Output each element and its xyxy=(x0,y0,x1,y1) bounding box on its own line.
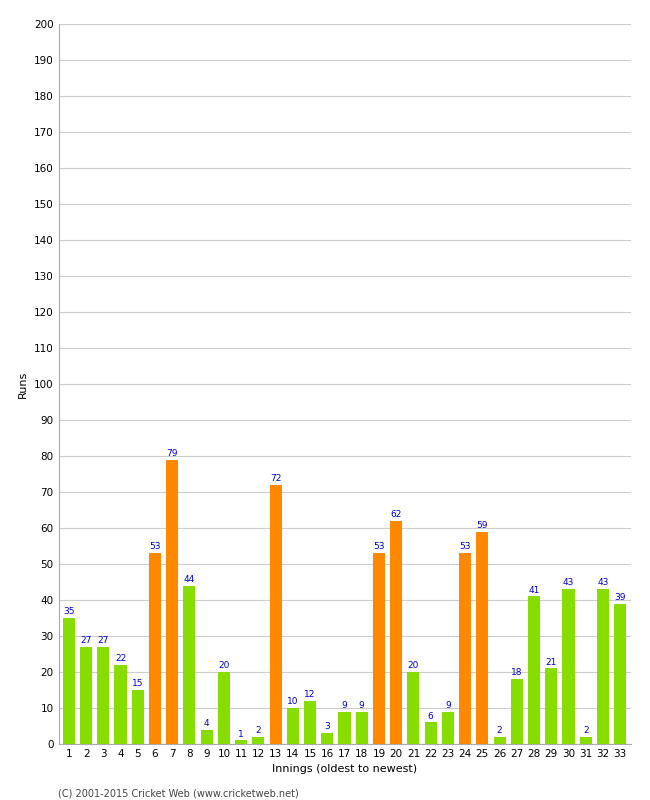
Text: 72: 72 xyxy=(270,474,281,483)
Bar xyxy=(356,712,368,744)
Bar xyxy=(442,712,454,744)
Text: 35: 35 xyxy=(63,607,75,616)
Bar xyxy=(252,737,265,744)
Text: 53: 53 xyxy=(373,542,385,551)
Bar xyxy=(80,646,92,744)
Bar xyxy=(597,589,609,744)
Text: 41: 41 xyxy=(528,586,539,594)
Text: 79: 79 xyxy=(166,449,178,458)
Text: 3: 3 xyxy=(324,722,330,731)
Text: 62: 62 xyxy=(391,510,402,519)
Bar xyxy=(321,733,333,744)
X-axis label: Innings (oldest to newest): Innings (oldest to newest) xyxy=(272,765,417,774)
Text: 20: 20 xyxy=(218,661,229,670)
Text: 12: 12 xyxy=(304,690,316,699)
Text: 27: 27 xyxy=(98,636,109,645)
Bar xyxy=(201,730,213,744)
Bar xyxy=(304,701,316,744)
Bar xyxy=(132,690,144,744)
Bar xyxy=(235,741,247,744)
Text: 27: 27 xyxy=(81,636,92,645)
Text: 44: 44 xyxy=(184,574,195,584)
Bar xyxy=(528,597,540,744)
Text: 9: 9 xyxy=(342,701,347,710)
Bar xyxy=(183,586,196,744)
Text: 43: 43 xyxy=(597,578,608,587)
Text: 4: 4 xyxy=(204,718,209,728)
Text: 15: 15 xyxy=(132,679,144,688)
Bar xyxy=(476,531,488,744)
Text: 59: 59 xyxy=(476,521,488,530)
Bar xyxy=(580,737,592,744)
Bar xyxy=(390,521,402,744)
Bar xyxy=(493,737,506,744)
Bar xyxy=(218,672,230,744)
Bar xyxy=(408,672,419,744)
Bar xyxy=(373,554,385,744)
Text: 9: 9 xyxy=(445,701,450,710)
Text: (C) 2001-2015 Cricket Web (www.cricketweb.net): (C) 2001-2015 Cricket Web (www.cricketwe… xyxy=(58,788,299,798)
Bar xyxy=(545,668,557,744)
Text: 53: 53 xyxy=(150,542,161,551)
Bar xyxy=(424,722,437,744)
Text: 9: 9 xyxy=(359,701,365,710)
Bar xyxy=(562,589,575,744)
Text: 2: 2 xyxy=(255,726,261,735)
Text: 2: 2 xyxy=(583,726,588,735)
Bar xyxy=(114,665,127,744)
Text: 21: 21 xyxy=(545,658,557,666)
Bar xyxy=(63,618,75,744)
Text: 1: 1 xyxy=(239,730,244,738)
Bar xyxy=(98,646,109,744)
Text: 20: 20 xyxy=(408,661,419,670)
Bar xyxy=(614,603,626,744)
Text: 2: 2 xyxy=(497,726,502,735)
Y-axis label: Runs: Runs xyxy=(18,370,29,398)
Bar xyxy=(270,485,281,744)
Text: 10: 10 xyxy=(287,697,298,706)
Bar xyxy=(166,459,178,744)
Text: 22: 22 xyxy=(115,654,126,663)
Text: 39: 39 xyxy=(614,593,626,602)
Bar xyxy=(287,708,299,744)
Text: 53: 53 xyxy=(460,542,471,551)
Text: 43: 43 xyxy=(563,578,574,587)
Bar xyxy=(339,712,350,744)
Bar xyxy=(459,554,471,744)
Bar xyxy=(511,679,523,744)
Bar xyxy=(149,554,161,744)
Text: 6: 6 xyxy=(428,712,434,721)
Text: 18: 18 xyxy=(511,668,523,678)
